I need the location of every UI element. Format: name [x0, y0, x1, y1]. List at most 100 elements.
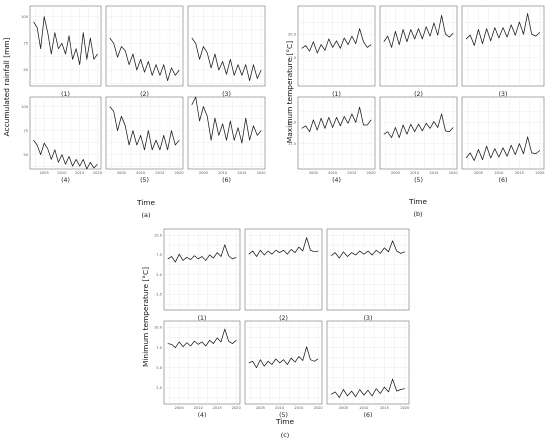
x-tick-label: 2005	[117, 171, 126, 175]
group-caption: (a)	[142, 211, 151, 219]
x-tick-label: 2015	[213, 406, 222, 410]
x-tick-label: 2020	[93, 171, 103, 175]
panel-label: (5)	[140, 177, 149, 184]
panel-label: (4)	[332, 177, 341, 184]
x-tick-label: 2010	[194, 406, 204, 410]
y-tick-label: 20.0	[288, 121, 297, 125]
panel-label: (6)	[222, 177, 231, 184]
panel-label: (1)	[198, 315, 207, 322]
y-tick-label: 50	[23, 153, 28, 157]
panel-1-6: 2005 2010 2015 2020 (6)	[187, 96, 267, 184]
x-tick-label: 2010	[218, 171, 228, 175]
panel-1-2: (2)	[105, 5, 184, 98]
panel-label: (5)	[414, 177, 423, 184]
x-tick-label: 2020	[257, 171, 267, 175]
panel-frame	[163, 320, 241, 405]
x-tick-label: 2015	[429, 171, 438, 175]
chart-group-1: 50 75 100 (1) (2) (3) 50 75 100 2005 2010 2015 2020 (…	[2, 5, 267, 219]
panel-label: (3)	[499, 91, 508, 98]
x-tick-label: 2015	[155, 171, 164, 175]
panel-label: (4)	[61, 177, 70, 184]
x-tick-label: 2010	[328, 171, 338, 175]
y-tick-label: 10.0	[154, 326, 163, 330]
panel-3-1: 2.5 5.0 7.5 10.0 (1)	[154, 228, 241, 322]
x-axis-title: Time	[136, 198, 156, 207]
x-tick-label: 2020	[400, 406, 410, 410]
x-tick-label: 2005	[474, 171, 483, 175]
y-tick-label: 7.5	[156, 253, 162, 257]
x-tick-label: 2020	[175, 171, 185, 175]
x-tick-label: 2005	[339, 406, 348, 410]
x-tick-label: 2005	[175, 406, 184, 410]
panel-2-4: 17.5 20.0 2005 2010 2015 2020 (4)	[288, 96, 376, 184]
panel-frame	[244, 228, 323, 311]
x-axis-title: Time	[408, 197, 428, 206]
panel-label: (1)	[332, 91, 341, 98]
panel-1-1: 50 75 100 (1)	[21, 5, 102, 98]
y-tick-label: 50	[23, 68, 28, 72]
panel-frame	[105, 96, 184, 170]
y-tick-label: 75	[23, 42, 28, 46]
x-tick-label: 2015	[347, 171, 356, 175]
panel-2-6: 2005 2010 2015 2020 (6)	[461, 96, 545, 184]
panel-frame	[187, 96, 266, 170]
panel-label: (6)	[499, 177, 508, 184]
x-tick-label: 2005	[256, 406, 265, 410]
x-tick-label: 2005	[199, 171, 208, 175]
x-tick-label: 2020	[535, 171, 545, 175]
group-caption: (b)	[413, 210, 422, 218]
panel-frame	[244, 320, 323, 405]
y-axis-title: Accumulated rainfall [mm]	[2, 38, 11, 137]
panel-2-5: 2005 2010 2015 2020 (5)	[379, 96, 459, 184]
y-tick-label: 20.0	[288, 32, 297, 36]
panel-label: (2)	[414, 91, 423, 98]
x-tick-label: 2010	[275, 406, 285, 410]
panel-2-2: (2)	[379, 5, 458, 98]
panel-label: (6)	[364, 412, 373, 419]
y-tick-label: 17.5	[288, 56, 296, 60]
panel-frame	[326, 228, 410, 311]
panel-label: (1)	[61, 91, 70, 98]
x-tick-label: 2020	[232, 406, 242, 410]
y-tick-label: 100	[21, 105, 29, 109]
panel-1-5: 2005 2010 2015 2020 (5)	[105, 96, 185, 184]
x-tick-label: 2005	[309, 171, 318, 175]
panel-frame	[187, 5, 266, 87]
panel-frame	[163, 228, 241, 311]
y-tick-label: 75	[23, 129, 28, 133]
x-tick-label: 2005	[40, 171, 49, 175]
panel-frame	[105, 5, 184, 87]
y-tick-label: 17.5	[288, 142, 296, 146]
x-tick-label: 2010	[136, 171, 146, 175]
y-tick-label: 100	[21, 15, 29, 19]
x-tick-label: 2020	[449, 171, 459, 175]
panel-label: (3)	[222, 91, 231, 98]
y-tick-label: 10.0	[154, 233, 163, 237]
panel-frame	[29, 96, 102, 170]
x-tick-label: 2010	[359, 406, 369, 410]
panel-frame	[326, 320, 410, 405]
y-axis-title: Minimum temperature [°C]	[141, 267, 150, 367]
panel-1-3: (3)	[187, 5, 266, 98]
group-caption: (c)	[281, 431, 290, 439]
x-tick-label: 2015	[75, 171, 84, 175]
panel-3-3: (3)	[326, 228, 410, 322]
panel-2-1: 17.5 20.0 (1)	[288, 5, 376, 98]
panel-2-3: (3)	[461, 5, 545, 98]
panel-label: (5)	[279, 412, 288, 419]
x-tick-label: 2015	[294, 406, 303, 410]
x-tick-label: 2005	[391, 171, 400, 175]
panel-3-6: 2005 2010 2015 2020 (6)	[326, 320, 410, 419]
panel-label: (2)	[140, 91, 149, 98]
x-tick-label: 2010	[494, 171, 504, 175]
y-tick-label: 5.0	[156, 273, 162, 277]
panel-label: (2)	[279, 315, 288, 322]
x-tick-label: 2015	[515, 171, 524, 175]
x-axis-title: Time	[275, 417, 295, 426]
y-tick-label: 7.5	[156, 346, 162, 350]
panel-label: (4)	[198, 412, 207, 419]
panel-1-4: 50 75 100 2005 2010 2015 2020 (4)	[21, 96, 103, 184]
x-tick-label: 2015	[237, 171, 246, 175]
